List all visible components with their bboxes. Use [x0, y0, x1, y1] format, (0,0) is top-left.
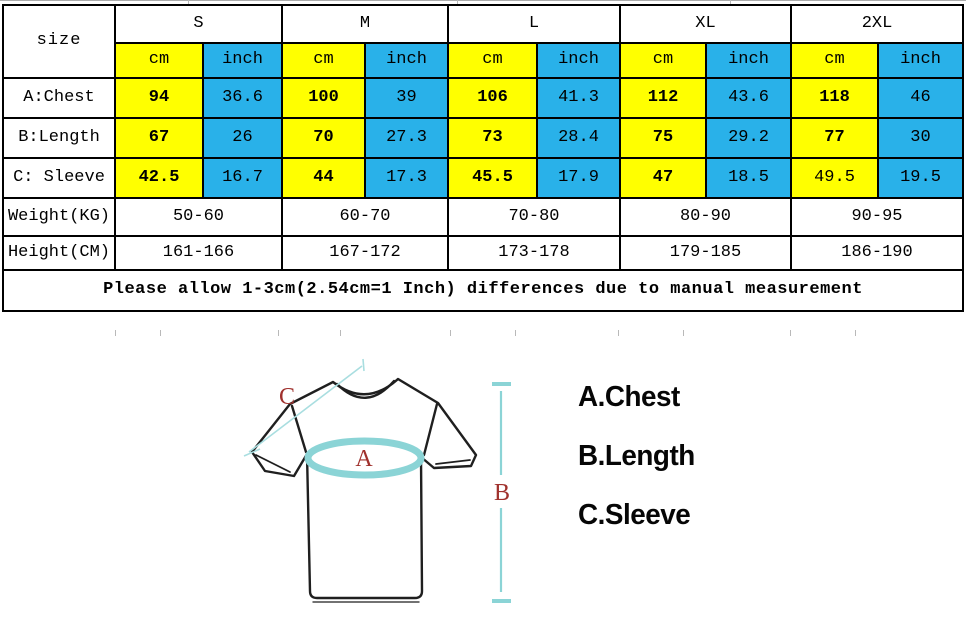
value-cell-inch: 27.3	[364, 117, 449, 159]
cropped-row-remnant-tick	[683, 330, 684, 336]
value-cell-inch: 26	[202, 117, 283, 159]
value-cell-cm: 73	[447, 117, 538, 159]
cropped-row-remnant-tick	[188, 0, 189, 5]
value-cell-inch: 19.5	[877, 157, 964, 199]
value-cell-cm: 94	[114, 77, 204, 119]
cropped-row-remnant-tick	[515, 330, 516, 336]
unit-header-inch: inch	[202, 42, 283, 79]
legend-item-a: A.Chest	[578, 381, 680, 413]
row-label: B:Length	[2, 117, 116, 159]
unit-header-inch: inch	[877, 42, 964, 79]
merged-value-cell: 186-190	[790, 235, 964, 271]
value-cell-cm: 44	[281, 157, 366, 199]
shoulder-seam-right	[422, 402, 439, 457]
merged-value-cell: 167-172	[281, 235, 449, 271]
value-cell-inch: 17.9	[536, 157, 621, 199]
merged-value-cell: 173-178	[447, 235, 621, 271]
value-cell-inch: 29.2	[705, 117, 792, 159]
value-cell-cm: 77	[790, 117, 879, 159]
size-column-header: M	[281, 4, 449, 44]
measurement-note: Please allow 1-3cm(2.54cm=1 Inch) differ…	[2, 269, 964, 312]
merged-value-cell: 80-90	[619, 197, 792, 237]
value-cell-cm: 118	[790, 77, 879, 119]
sleeve-measure-line	[243, 358, 365, 457]
value-cell-cm: 67	[114, 117, 204, 159]
unit-header-cm: cm	[281, 42, 366, 79]
collar-inner-line	[335, 379, 396, 399]
merged-value-cell: 50-60	[114, 197, 283, 237]
value-cell-cm: 106	[447, 77, 538, 119]
tshirt-outline	[250, 377, 478, 600]
value-cell-inch: 16.7	[202, 157, 283, 199]
value-cell-inch: 17.3	[364, 157, 449, 199]
cropped-row-remnant-tick	[278, 330, 279, 336]
unit-header-cm: cm	[619, 42, 707, 79]
length-measure-line	[492, 382, 511, 603]
cropped-row-remnant-tick	[160, 330, 161, 336]
row-label: C: Sleeve	[2, 157, 116, 199]
value-cell-inch: 18.5	[705, 157, 792, 199]
cropped-row-remnant-tick	[450, 330, 451, 336]
cropped-row-remnant-tick	[115, 330, 116, 336]
letter-b: B	[494, 480, 510, 506]
value-cell-inch: 43.6	[705, 77, 792, 119]
cropped-row-remnant-tick	[790, 330, 791, 336]
merged-value-cell: 161-166	[114, 235, 283, 271]
unit-header-inch: inch	[536, 42, 621, 79]
unit-header-cm: cm	[447, 42, 538, 79]
value-cell-cm: 49.5	[790, 157, 879, 199]
size-column-header: L	[447, 4, 621, 44]
value-cell-cm: 100	[281, 77, 366, 119]
cuff-line-right	[435, 459, 471, 465]
row-label: Weight(KG)	[2, 197, 116, 237]
chest-measure-ellipse	[304, 437, 425, 479]
table-corner-label: size	[2, 4, 116, 79]
value-cell-inch: 39	[364, 77, 449, 119]
value-cell-inch: 28.4	[536, 117, 621, 159]
size-column-header: S	[114, 4, 283, 44]
unit-header-cm: cm	[790, 42, 879, 79]
value-cell-cm: 45.5	[447, 157, 538, 199]
row-label: Height(CM)	[2, 235, 116, 271]
merged-value-cell: 179-185	[619, 235, 792, 271]
cropped-row-remnant-tick	[457, 0, 458, 5]
size-chart-table: size S M L XL 2XL cm inch cm inch cm inch cm inch cm in…	[2, 4, 964, 312]
cropped-row-remnant-tick	[855, 330, 856, 336]
unit-header-inch: inch	[705, 42, 792, 79]
size-column-header: 2XL	[790, 4, 964, 44]
value-cell-cm: 42.5	[114, 157, 204, 199]
merged-value-cell: 70-80	[447, 197, 621, 237]
cropped-row-remnant-tick	[618, 330, 619, 336]
shoulder-seam-left	[290, 404, 308, 454]
merged-value-cell: 60-70	[281, 197, 449, 237]
value-cell-cm: 47	[619, 157, 707, 199]
merged-value-cell: 90-95	[790, 197, 964, 237]
unit-header-cm: cm	[114, 42, 204, 79]
cropped-row-remnant-tick	[730, 0, 731, 5]
value-cell-inch: 41.3	[536, 77, 621, 119]
value-cell-cm: 70	[281, 117, 366, 159]
value-cell-inch: 36.6	[202, 77, 283, 119]
value-cell-inch: 30	[877, 117, 964, 159]
measure-legend: A.Chest B.Length C.Sleeve	[578, 381, 700, 532]
row-label: A:Chest	[2, 77, 116, 119]
legend-item-b: B.Length	[578, 440, 695, 472]
size-column-header: XL	[619, 4, 792, 44]
cropped-row-remnant-tick	[340, 330, 341, 336]
cuff-line-left	[255, 454, 291, 473]
letter-a: A	[355, 446, 373, 472]
value-cell-cm: 112	[619, 77, 707, 119]
cropped-row-remnant-line	[0, 0, 966, 1]
letter-c: C	[279, 384, 295, 410]
value-cell-cm: 75	[619, 117, 707, 159]
unit-header-inch: inch	[364, 42, 449, 79]
legend-item-c: C.Sleeve	[578, 499, 691, 531]
value-cell-inch: 46	[877, 77, 964, 119]
